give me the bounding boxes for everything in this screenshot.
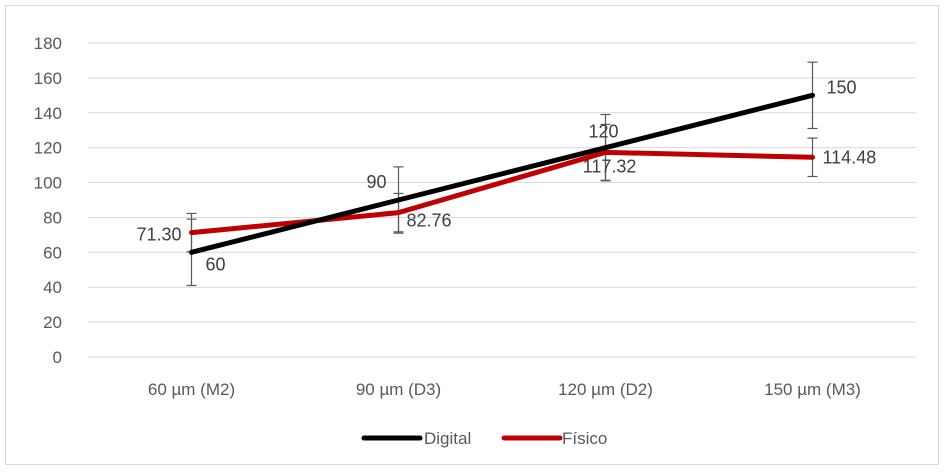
y-tick-label: 80 (43, 208, 62, 227)
chart-frame: 0 20 40 60 80 100 120 140 160 180 60 µm (M2) 90 µm … (5, 5, 939, 465)
series-lines (189, 92, 815, 255)
x-tick-label: 150 µm (M3) (764, 380, 861, 399)
x-tick-label: 120 µm (D2) (558, 380, 653, 399)
y-tick-label: 140 (34, 104, 62, 123)
series-line-fsico (189, 149, 815, 236)
data-label: 114.48 (823, 147, 877, 167)
data-label: 60 (206, 254, 226, 274)
y-tick-label: 100 (34, 174, 62, 193)
y-tick-label: 160 (34, 69, 62, 88)
line-chart: 0 20 40 60 80 100 120 140 160 180 60 µm (M2) 90 µm … (34, 34, 916, 448)
x-tick-label: 90 µm (D3) (356, 380, 441, 399)
legend-label: Digital (424, 429, 471, 448)
data-label: 90 (366, 172, 386, 192)
y-tick-label: 180 (34, 34, 62, 53)
data-label: 117.32 (583, 156, 637, 176)
data-labels: 60 90 120 150 71.30 82.76 117.32 114.48 (136, 77, 876, 274)
data-label: 71.30 (136, 225, 181, 245)
y-tick-label: 40 (43, 278, 62, 297)
legend: Digital Físico (361, 429, 607, 448)
series-line-digital (189, 92, 815, 255)
legend-label: Físico (562, 429, 607, 448)
y-tick-label: 60 (43, 243, 62, 262)
y-tick-label: 120 (34, 139, 62, 158)
data-label: 120 (588, 122, 618, 142)
x-tick-label: 60 µm (M2) (148, 380, 235, 399)
gridlines (88, 42, 916, 358)
y-tick-label: 0 (53, 348, 62, 367)
data-label: 150 (827, 77, 857, 97)
data-label: 82.76 (407, 211, 452, 231)
axis-labels: 0 20 40 60 80 100 120 140 160 180 60 µm (M2) 90 µm … (34, 34, 861, 399)
y-tick-label: 20 (43, 313, 62, 332)
